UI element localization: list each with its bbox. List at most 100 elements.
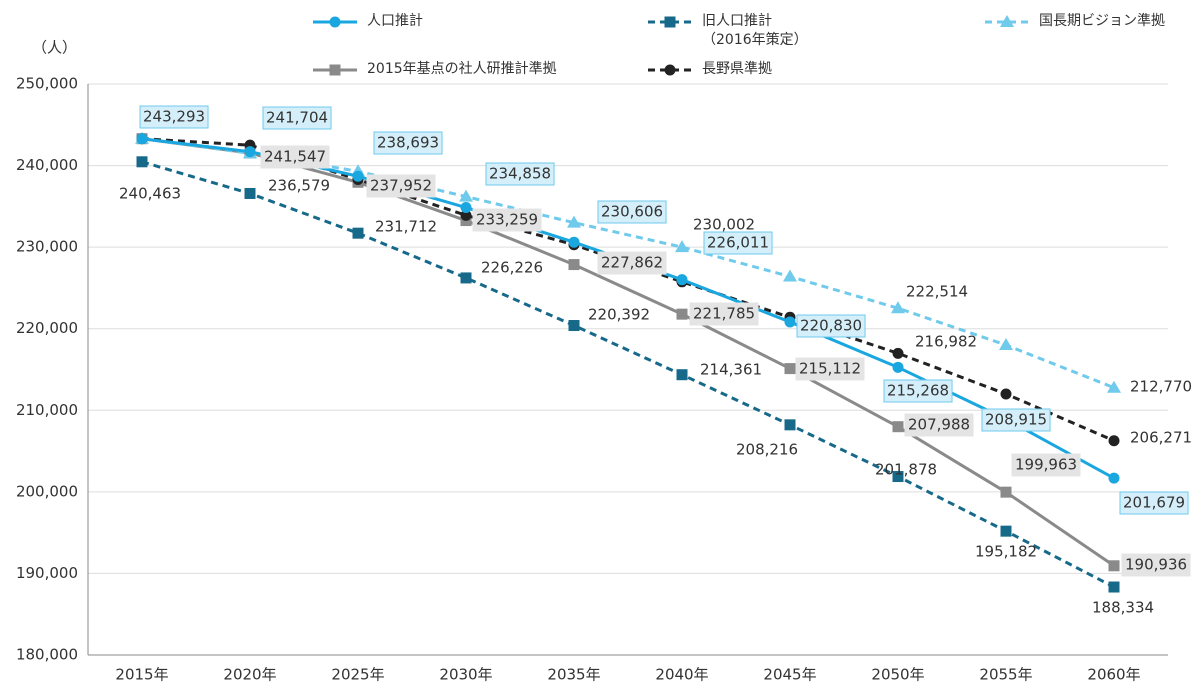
point bbox=[568, 259, 580, 271]
data-label: 233,259 bbox=[476, 211, 538, 229]
point bbox=[784, 316, 796, 328]
data-label: 212,770 bbox=[1130, 378, 1192, 396]
data-label: 190,936 bbox=[1125, 556, 1187, 574]
data-label: 241,704 bbox=[266, 109, 328, 127]
point bbox=[892, 347, 904, 359]
point bbox=[784, 363, 796, 375]
legend-label: 長野県準拠 bbox=[702, 61, 772, 77]
x-tick-label: 2020年 bbox=[223, 666, 276, 684]
point bbox=[999, 338, 1013, 351]
point bbox=[1000, 388, 1012, 400]
data-label: 215,112 bbox=[799, 360, 861, 378]
data-label: 230,606 bbox=[601, 203, 663, 221]
label-box bbox=[485, 162, 555, 186]
point bbox=[783, 269, 797, 282]
x-tick-label: 2035年 bbox=[547, 666, 600, 684]
data-label: 206,271 bbox=[1130, 429, 1192, 447]
legend-marker bbox=[329, 64, 341, 76]
legend-label: 旧人口推計 （2016年策定） bbox=[702, 13, 808, 48]
data-label: 236,579 bbox=[268, 177, 330, 195]
series bbox=[136, 133, 1120, 572]
series bbox=[136, 156, 1120, 593]
y-axis-label: （人） bbox=[32, 39, 77, 57]
point bbox=[1107, 380, 1121, 393]
line bbox=[141, 160, 1115, 589]
point bbox=[136, 156, 148, 168]
label-box bbox=[472, 208, 542, 232]
label-box bbox=[597, 251, 667, 275]
point bbox=[136, 133, 148, 145]
data-label: 240,463 bbox=[119, 185, 181, 203]
point bbox=[244, 146, 256, 158]
point bbox=[784, 419, 796, 431]
y-tick-label: 250,000 bbox=[16, 75, 78, 93]
point bbox=[568, 236, 580, 248]
x-tick-label: 2030年 bbox=[439, 666, 492, 684]
x-tick-label: 2015年 bbox=[115, 666, 168, 684]
point bbox=[892, 361, 904, 373]
point bbox=[892, 421, 904, 433]
x-tick-label: 2060年 bbox=[1087, 666, 1140, 684]
legend-label: 2015年基点の社人研推計準拠 bbox=[367, 61, 557, 77]
data-label: 243,293 bbox=[143, 108, 205, 126]
data-label: 237,952 bbox=[370, 177, 432, 195]
data-label: 216,982 bbox=[915, 333, 977, 351]
legend-marker bbox=[664, 16, 676, 28]
data-label: 227,862 bbox=[601, 254, 663, 272]
x-tick-label: 2055年 bbox=[979, 666, 1032, 684]
point bbox=[352, 227, 364, 239]
label-box bbox=[1119, 491, 1189, 515]
x-tick-label: 2040年 bbox=[655, 666, 708, 684]
data-label: 207,988 bbox=[908, 416, 970, 434]
data-label: 208,915 bbox=[985, 411, 1047, 429]
data-label: 226,226 bbox=[481, 259, 543, 277]
label-box bbox=[904, 413, 974, 437]
point bbox=[891, 301, 905, 314]
label-box bbox=[796, 314, 866, 338]
point bbox=[568, 320, 580, 332]
y-tick-label: 200,000 bbox=[16, 482, 78, 500]
label-box bbox=[795, 357, 865, 381]
point bbox=[460, 272, 472, 284]
data-label: 234,858 bbox=[489, 165, 551, 183]
point bbox=[1108, 472, 1120, 484]
point bbox=[1000, 525, 1012, 537]
data-label: 220,392 bbox=[588, 306, 650, 324]
data-label: 230,002 bbox=[693, 216, 755, 234]
point bbox=[352, 170, 364, 182]
data-label: 231,712 bbox=[375, 218, 437, 236]
point bbox=[460, 209, 472, 221]
line bbox=[141, 137, 1115, 390]
label-box bbox=[883, 379, 953, 403]
data-label: 188,334 bbox=[1092, 599, 1154, 617]
y-tick-label: 220,000 bbox=[16, 319, 78, 337]
label-box bbox=[703, 231, 773, 255]
label-box bbox=[1011, 453, 1081, 477]
x-tick-label: 2050年 bbox=[871, 666, 924, 684]
label-box bbox=[689, 302, 759, 326]
data-label: 222,514 bbox=[906, 283, 968, 301]
label-box bbox=[139, 105, 209, 129]
point bbox=[675, 240, 689, 253]
point bbox=[244, 187, 256, 199]
legend-label: 人口推計 bbox=[367, 13, 423, 29]
data-label: 238,693 bbox=[377, 134, 439, 152]
point bbox=[1108, 581, 1120, 593]
label-box bbox=[260, 145, 330, 169]
y-tick-label: 240,000 bbox=[16, 156, 78, 174]
point bbox=[892, 471, 904, 483]
point bbox=[676, 369, 688, 381]
legend-marker bbox=[329, 16, 341, 28]
legend-label: 国長期ビジョン準拠 bbox=[1039, 13, 1165, 29]
label-box bbox=[1121, 553, 1191, 577]
data-label: 201,679 bbox=[1123, 494, 1185, 512]
label-box bbox=[373, 131, 443, 155]
data-label: 241,547 bbox=[264, 148, 326, 166]
data-label: 220,830 bbox=[800, 317, 862, 335]
y-tick-label: 230,000 bbox=[16, 238, 78, 256]
point bbox=[1108, 560, 1120, 572]
point bbox=[567, 215, 581, 228]
data-label: 201,878 bbox=[875, 461, 937, 479]
data-label: 215,268 bbox=[887, 382, 949, 400]
